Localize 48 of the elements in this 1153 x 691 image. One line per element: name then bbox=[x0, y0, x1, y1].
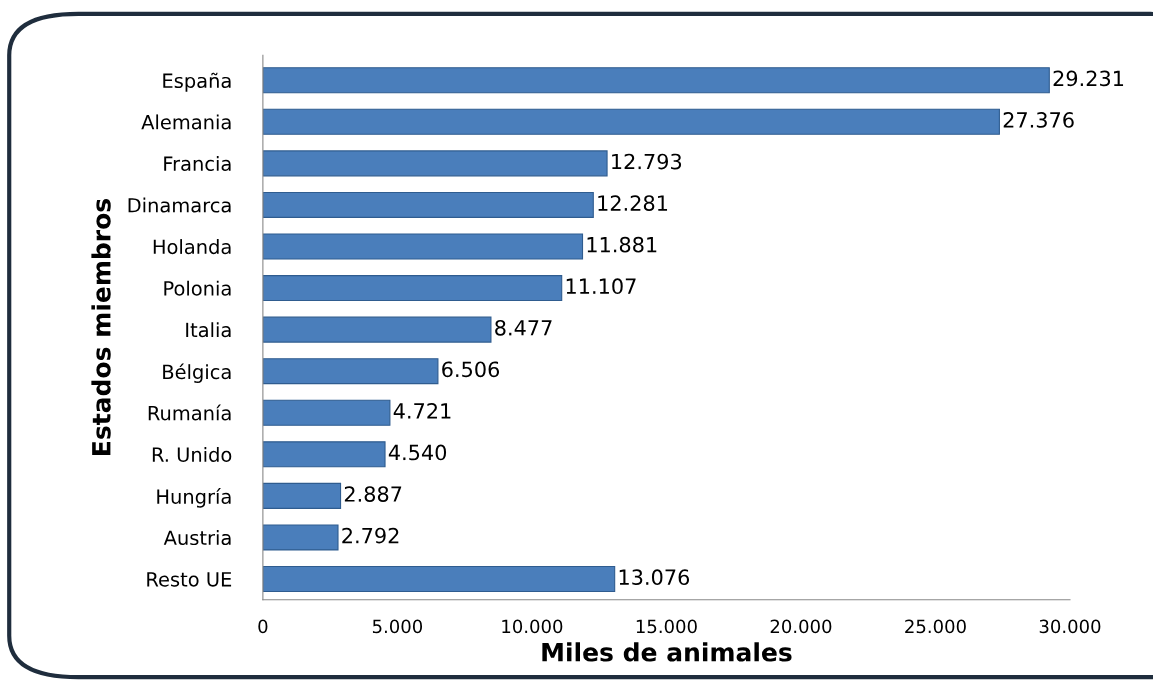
y-axis-title: Estados miembros bbox=[91, 199, 111, 455]
data-label: 12.793 bbox=[612, 153, 682, 170]
data-label: 11.881 bbox=[587, 236, 657, 253]
y-tick-label: Holanda bbox=[153, 239, 231, 255]
bar bbox=[262, 358, 439, 385]
bar bbox=[262, 524, 339, 551]
x-tick-label: 25.000 bbox=[905, 619, 966, 634]
bar bbox=[262, 565, 616, 593]
bar bbox=[262, 108, 1000, 135]
bar bbox=[262, 399, 391, 426]
x-tick-label: 10.000 bbox=[502, 619, 563, 634]
bar bbox=[262, 441, 386, 468]
y-tick-label: Hungría bbox=[157, 488, 231, 508]
y-tick-label: Francia bbox=[164, 155, 231, 172]
bar bbox=[262, 275, 563, 302]
data-label: 2.792 bbox=[342, 527, 399, 544]
x-tick-label: 20.000 bbox=[770, 619, 832, 634]
data-label: 27.376 bbox=[1003, 112, 1074, 128]
x-tick-label: 0 bbox=[258, 619, 268, 634]
y-tick-label: Austria bbox=[163, 530, 231, 546]
y-tick-label: Resto UE bbox=[147, 572, 232, 587]
y-tick-label: Bélgica bbox=[163, 363, 231, 383]
x-tick-label: 5.000 bbox=[372, 619, 423, 634]
data-label: 29.231 bbox=[1053, 70, 1124, 87]
bar bbox=[262, 191, 594, 218]
y-tick-label: Dinamarca bbox=[128, 197, 231, 213]
data-label: 12.281 bbox=[598, 195, 668, 211]
data-label: 8.477 bbox=[495, 319, 552, 336]
y-tick-label: Italia bbox=[186, 322, 231, 338]
data-label: 2.887 bbox=[344, 486, 402, 502]
y-tick-label: Alemania bbox=[141, 114, 231, 130]
bar bbox=[262, 233, 584, 260]
data-label: 4.540 bbox=[388, 444, 447, 461]
data-label: 6.506 bbox=[442, 361, 500, 378]
data-label: 13.076 bbox=[619, 569, 690, 586]
bar bbox=[262, 316, 492, 343]
y-tick-label: R. Unido bbox=[152, 446, 232, 462]
y-tick-label: España bbox=[163, 72, 231, 92]
bar bbox=[262, 482, 342, 509]
bar bbox=[262, 67, 1050, 94]
y-tick-label: Polonia bbox=[164, 280, 231, 296]
data-label: 4.721 bbox=[393, 403, 451, 419]
bar bbox=[262, 150, 608, 177]
data-label: 11.107 bbox=[566, 278, 636, 295]
y-tick-label: Rumanía bbox=[148, 404, 231, 421]
x-tick-label: 15.000 bbox=[636, 619, 697, 634]
x-tick-label: 30.000 bbox=[1039, 619, 1101, 634]
x-axis-title: Miles de animales bbox=[542, 642, 792, 662]
